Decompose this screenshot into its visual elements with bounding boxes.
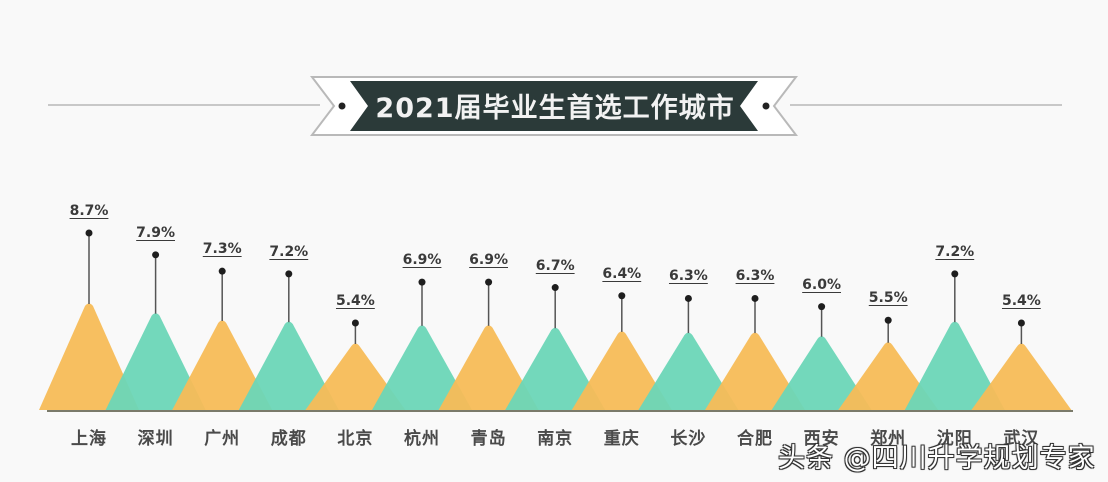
marker-dot-icon: [418, 278, 426, 286]
watermark: 头条 @四川升学规划专家: [778, 443, 1096, 474]
value-label: 5.4%: [335, 293, 375, 309]
triangle-bar-1: [105, 313, 206, 410]
value-label: 6.3%: [735, 268, 775, 285]
category-label: 合肥: [737, 429, 773, 449]
triangle-bar-14: [971, 343, 1072, 410]
value-label: 8.7%: [69, 203, 109, 219]
title-rule-left: [48, 104, 320, 106]
marker-dot-icon: [684, 294, 692, 302]
category-label: 北京: [337, 429, 374, 449]
chart-title: 2021届毕业生首选工作城市: [375, 92, 735, 124]
triangle-bar-8: [571, 331, 672, 410]
triangle-bar-6: [438, 325, 539, 410]
value-label: 5.5%: [868, 290, 908, 307]
triangle-bar-7: [505, 327, 606, 410]
marker-dot-icon: [152, 251, 160, 259]
category-label: 成都: [270, 429, 307, 449]
value-label: 6.3%: [668, 268, 708, 285]
value-label: 7.9%: [136, 224, 176, 241]
triangle-bar-11: [771, 336, 872, 410]
value-label: 7.2%: [269, 243, 309, 260]
triangle-bar-4: [305, 343, 406, 410]
marker-dot-icon: [751, 294, 759, 302]
marker-dot-icon: [951, 270, 959, 278]
category-label: 郑州: [870, 429, 907, 449]
marker-dot-icon: [351, 319, 359, 327]
title-banner: [310, 76, 798, 136]
value-label: 7.3%: [202, 241, 242, 258]
marker-dot-icon: [551, 284, 559, 292]
title-rule-right: [790, 104, 1062, 106]
category-label: 南京: [537, 429, 574, 449]
banner-ribbon: [350, 81, 758, 131]
banner-dot-left-icon: [338, 102, 346, 110]
category-label: 长沙: [670, 429, 707, 449]
triangle-bar-5: [372, 325, 472, 410]
value-label: 6.7%: [535, 257, 575, 274]
category-label: 深圳: [137, 429, 174, 449]
category-label: 沈阳: [936, 429, 973, 449]
marker-dot-icon: [485, 278, 493, 286]
triangle-bar-0: [39, 303, 139, 410]
category-label: 西安: [803, 429, 840, 449]
value-label: 7.2%: [935, 243, 975, 260]
value-label: 6.9%: [402, 252, 442, 269]
marker-dot-icon: [1017, 319, 1025, 327]
marker-dot-icon: [818, 303, 826, 311]
triangle-bar-13: [904, 321, 1005, 410]
marker-dot-icon: [618, 292, 626, 300]
triangle-bar-10: [705, 332, 805, 410]
value-label: 5.4%: [1001, 293, 1041, 309]
value-label: 6.9%: [469, 252, 509, 269]
marker-dot-icon: [884, 316, 892, 324]
marker-dot-icon: [285, 270, 293, 278]
category-label: 广州: [204, 429, 241, 449]
marker-dot-icon: [218, 267, 226, 275]
marker-dot-icon: [85, 229, 93, 237]
category-label: 重庆: [603, 429, 640, 449]
category-label: 武汉: [1003, 429, 1040, 449]
triangle-bar-12: [838, 342, 939, 410]
banner-dot-right-icon: [762, 102, 770, 110]
value-label: 6.4%: [602, 265, 642, 282]
triangle-bar-9: [638, 332, 739, 410]
category-label: 上海: [71, 429, 107, 449]
triangle-bar-2: [172, 320, 273, 410]
category-label: 杭州: [404, 429, 440, 449]
triangle-bar-3: [238, 321, 339, 410]
value-label: 6.0%: [802, 276, 842, 293]
category-label: 青岛: [470, 429, 507, 449]
